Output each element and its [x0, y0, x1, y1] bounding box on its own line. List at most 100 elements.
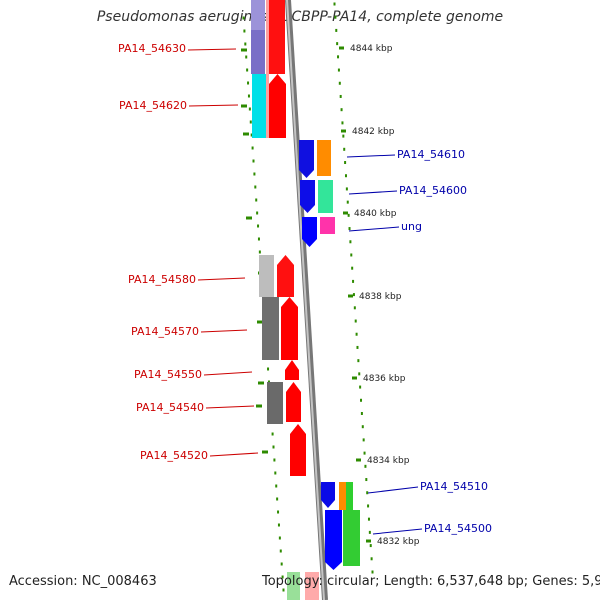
gene-block — [339, 482, 348, 510]
coordinate-label: 4844 kbp — [350, 44, 393, 54]
coordinate-label: 4838 kbp — [359, 292, 402, 302]
gene-arrow — [285, 360, 299, 380]
gene-label-forward: PA14_54600 — [399, 184, 467, 197]
outer-tick — [368, 530, 371, 534]
gene-arrow — [290, 424, 306, 476]
gene-block — [251, 0, 265, 30]
outer-tick — [354, 319, 357, 323]
minor-tick — [262, 450, 268, 454]
gene-arrow — [302, 217, 317, 247]
outer-tick — [352, 293, 355, 297]
inner-tick — [258, 250, 261, 254]
gene-label-reverse: PA14_54520 — [140, 449, 208, 462]
minor-tick — [241, 48, 247, 52]
leader-line — [346, 154, 396, 158]
coordinate-tick — [343, 211, 348, 215]
outer-tick — [343, 147, 346, 151]
gene-label-reverse: PA14_54550 — [134, 368, 202, 381]
gene-arrow — [268, 0, 285, 74]
minor-tick — [246, 216, 252, 220]
inner-tick — [280, 562, 283, 566]
leader-line — [372, 528, 423, 535]
gene-label-reverse: PA14_54620 — [119, 99, 187, 112]
leader-line — [348, 190, 398, 195]
outer-tick — [355, 332, 358, 336]
outer-tick — [344, 174, 347, 178]
gene-block — [318, 180, 333, 213]
inner-tick — [278, 536, 281, 540]
gene-block — [320, 217, 335, 234]
outer-tick — [350, 253, 353, 257]
outer-tick — [357, 359, 360, 363]
inner-tick — [275, 484, 278, 488]
coordinate-tick — [352, 376, 357, 380]
gene-block — [346, 482, 353, 510]
outer-tick — [358, 372, 361, 376]
inner-tick — [247, 81, 250, 85]
gene-arrow — [286, 382, 301, 422]
inner-tick — [277, 523, 280, 527]
gene-block — [317, 140, 331, 176]
outer-tick — [345, 187, 348, 191]
coordinate-label: 4840 kbp — [354, 209, 397, 219]
gene-edge — [266, 0, 269, 138]
inner-tick — [273, 458, 276, 462]
outer-tick — [367, 504, 370, 508]
leader-line — [200, 329, 248, 333]
outer-tick — [360, 398, 363, 402]
leader-line — [205, 405, 255, 409]
gene-arrow — [321, 482, 335, 508]
inner-tick — [248, 107, 251, 111]
outer-tick — [334, 15, 337, 19]
gene-block — [252, 74, 266, 138]
inner-tick — [250, 133, 253, 137]
inner-tick — [246, 68, 249, 72]
outer-tick — [351, 266, 354, 270]
inner-tick — [252, 159, 255, 163]
outer-tick — [346, 200, 349, 204]
outer-tick — [335, 28, 338, 32]
gene-label-reverse: PA14_54580 — [128, 273, 196, 286]
gene-arrow — [300, 180, 315, 213]
minor-tick — [241, 104, 247, 108]
outer-tick — [367, 517, 370, 521]
inner-tick — [277, 510, 280, 514]
outer-tick — [336, 42, 339, 46]
outer-tick — [371, 570, 374, 574]
outer-tick — [363, 451, 366, 455]
outer-tick — [339, 94, 342, 98]
inner-tick — [257, 224, 260, 228]
genome-title: Pseudomonas aeruginosa UCBPP-PA14, compl… — [96, 9, 504, 25]
gene-block — [287, 572, 300, 600]
outer-tick — [348, 227, 351, 231]
outer-tick — [366, 491, 369, 495]
gene-arrow — [299, 140, 314, 178]
outer-tick — [362, 438, 365, 442]
leader-line — [197, 277, 246, 281]
leader-line — [348, 226, 400, 232]
genome-summary: Topology: circular; Length: 6,537,648 bp… — [262, 574, 600, 589]
gene-block — [305, 572, 319, 600]
outer-tick — [364, 464, 367, 468]
outer-tick — [341, 121, 344, 125]
outer-tick — [349, 240, 352, 244]
leader-line — [209, 452, 259, 457]
coordinate-tick — [356, 458, 361, 462]
outer-tick — [337, 55, 340, 59]
outer-tick — [360, 411, 363, 415]
inner-tick — [245, 55, 248, 59]
outer-tick — [337, 68, 340, 72]
gene-arrow — [269, 74, 286, 138]
outer-tick — [370, 557, 373, 561]
inner-tick — [242, 16, 245, 20]
inner-tick — [254, 185, 257, 189]
inner-tick — [253, 172, 256, 176]
inner-tick — [281, 575, 284, 579]
coordinate-label: 4836 kbp — [363, 374, 406, 384]
outer-tick — [369, 544, 372, 548]
outer-tick — [338, 81, 341, 85]
gene-label-forward: PA14_54610 — [397, 148, 465, 161]
outer-tick — [340, 108, 343, 112]
